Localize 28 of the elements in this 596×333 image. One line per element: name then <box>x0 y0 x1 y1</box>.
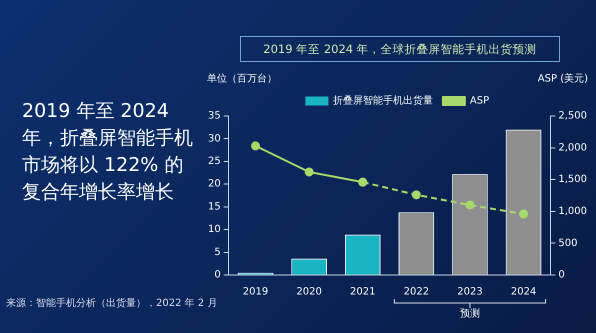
x-tick-label: 2019 <box>242 286 268 298</box>
x-tick-label: 2024 <box>510 286 536 298</box>
x-tick-label: 2022 <box>404 286 430 298</box>
y2-tick-label: 0 <box>558 270 565 281</box>
y-tick-label: 10 <box>208 224 221 236</box>
x-tick-label: 2021 <box>350 286 376 298</box>
text: 2019 年至 2024 年，折叠屏智能手机市场将以 122% 的复合年增长率增长 <box>22 99 194 205</box>
source-note: 来源：智能手机分析（出货量），2022 年 2 月 <box>6 296 218 310</box>
y2-tick-label: 500 <box>558 238 578 249</box>
y-tick-label: 35 <box>208 110 221 122</box>
y2-tick-label: 2,000 <box>558 142 588 154</box>
y-tick-label: 30 <box>208 133 221 144</box>
legend-label: ASP <box>470 96 490 107</box>
y2-tick-label: 1,000 <box>558 206 588 217</box>
x-tick-label: 2023 <box>457 286 483 298</box>
y2-tick-label: 2,500 <box>558 110 588 122</box>
y-tick-label: 5 <box>214 246 221 258</box>
y-axis-title: 单位（百万台） <box>207 72 277 85</box>
y-tick-label: 0 <box>214 270 221 281</box>
y2-axis-title: ASP (美元) <box>538 72 588 85</box>
text: 预测 <box>460 308 480 320</box>
y-tick-label: 20 <box>208 178 221 190</box>
y-tick-label: 25 <box>208 156 221 168</box>
x-tick-label: 2020 <box>296 286 322 298</box>
legend-label: 折叠屏智能手机出货量 <box>332 94 433 107</box>
y-tick-label: 15 <box>208 201 221 212</box>
chart-title: 2019 年至 2024 年，全球折叠屏智能手机出货预测 <box>240 36 560 62</box>
y2-tick-label: 1,500 <box>558 174 588 186</box>
